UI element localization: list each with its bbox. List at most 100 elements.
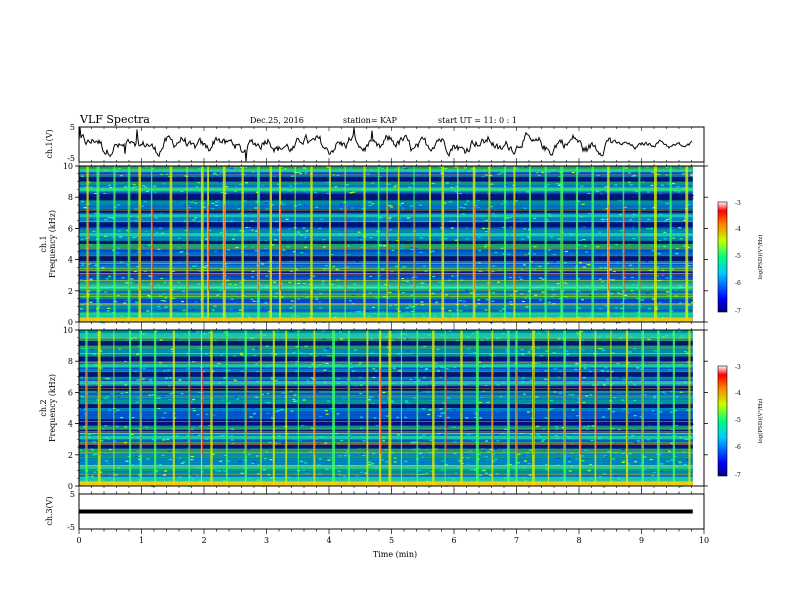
spectrogram-pixel bbox=[539, 277, 543, 279]
spectrogram-pixel bbox=[658, 302, 662, 304]
spectrogram-pixel bbox=[647, 426, 651, 428]
spectrogram-pixel bbox=[651, 475, 655, 477]
spectrogram-pixel bbox=[190, 401, 194, 403]
spectrogram-pixel bbox=[531, 185, 535, 187]
spectrogram-pixel bbox=[430, 400, 434, 402]
spectrogram-pixel bbox=[130, 278, 134, 280]
spectrogram-pixel bbox=[587, 470, 591, 472]
spectrogram-pixel bbox=[157, 397, 161, 399]
ch2-cbar-tick-5: -5 bbox=[735, 417, 741, 424]
spectrogram-pixel bbox=[79, 308, 83, 310]
spectrogram-pixel bbox=[373, 417, 377, 419]
spectrogram-pixel bbox=[92, 441, 96, 443]
spectrogram-pixel bbox=[357, 231, 361, 233]
spectrogram-pixel bbox=[675, 424, 679, 427]
spectrogram-row bbox=[79, 309, 693, 312]
spectrogram-pixel bbox=[587, 193, 591, 195]
spectrogram-dark-band bbox=[79, 356, 693, 362]
spectrogram-pixel bbox=[319, 181, 323, 183]
spectrogram-pixel bbox=[304, 172, 308, 174]
spectrogram-pixel bbox=[642, 468, 646, 470]
spectrogram-pixel bbox=[663, 220, 667, 222]
spectrogram-pixel bbox=[478, 250, 482, 252]
spectrogram-spike-core bbox=[561, 205, 563, 291]
spectrogram-pixel bbox=[178, 457, 182, 459]
spectrogram-pixel bbox=[179, 251, 183, 254]
spectrogram-pixel bbox=[418, 473, 422, 476]
spectrogram-pixel bbox=[143, 245, 147, 247]
spectrogram-pixel bbox=[171, 270, 175, 273]
spectrogram-pixel bbox=[574, 409, 578, 411]
spectrogram-pixel bbox=[622, 379, 626, 381]
spectrogram-pixel bbox=[461, 213, 465, 215]
spectrogram-pixel bbox=[319, 426, 323, 428]
spectrogram-pixel bbox=[478, 361, 482, 363]
spectrogram-row bbox=[79, 457, 693, 461]
spectrogram-pixel bbox=[372, 376, 376, 378]
spectrogram-pixel bbox=[151, 167, 154, 169]
spectrogram-pixel bbox=[564, 250, 568, 253]
spectrogram-pixel bbox=[630, 268, 634, 270]
spectrogram-pixel bbox=[180, 190, 184, 193]
spectrogram-pixel bbox=[237, 208, 241, 210]
spectrogram-pixel bbox=[136, 266, 140, 268]
spectrogram-spike bbox=[186, 166, 188, 322]
spectrogram-pixel bbox=[246, 229, 250, 231]
spectrogram-pixel bbox=[586, 227, 590, 229]
spectrogram-pixel bbox=[386, 297, 390, 300]
spectrogram-pixel bbox=[533, 217, 537, 219]
spectrogram-pixel bbox=[156, 397, 159, 399]
spectrogram-pixel bbox=[313, 290, 317, 292]
spectrogram-pixel bbox=[371, 203, 375, 205]
spectrogram-pixel bbox=[523, 460, 527, 462]
spectrogram-pixel bbox=[165, 173, 169, 175]
spectrogram-pixel bbox=[545, 464, 549, 466]
spectrogram-pixel bbox=[298, 340, 301, 342]
spectrogram-pixel bbox=[372, 306, 375, 308]
spectrogram-pixel bbox=[507, 253, 511, 255]
spectrogram-pixel bbox=[191, 426, 195, 428]
spectrogram-pixel bbox=[647, 399, 651, 401]
spectrogram-pixel bbox=[545, 350, 549, 352]
spectrogram-pixel bbox=[177, 262, 181, 264]
spectrogram-pixel bbox=[117, 397, 120, 399]
spectrogram-pixel bbox=[629, 184, 633, 187]
spectrogram-pixel bbox=[157, 407, 161, 409]
spectrogram-pixel bbox=[458, 300, 462, 302]
spectrogram-pixel bbox=[686, 414, 690, 416]
spectrogram-pixel bbox=[251, 462, 255, 465]
spectrogram-pixel bbox=[366, 173, 370, 175]
spectrogram-row bbox=[79, 330, 693, 333]
spectrogram-pixel bbox=[334, 412, 337, 414]
spectrogram-pixel bbox=[370, 338, 374, 340]
spectrogram-pixel bbox=[577, 290, 581, 292]
spectrogram-pixel bbox=[247, 448, 251, 450]
spectrogram-pixel bbox=[427, 281, 431, 283]
spectrogram-spike bbox=[432, 330, 435, 486]
spectrogram-pixel bbox=[571, 409, 575, 411]
spectrogram-row bbox=[79, 301, 693, 305]
spectrogram-pixel bbox=[277, 409, 281, 412]
spectrogram-pixel bbox=[678, 289, 682, 291]
spectrogram-pixel bbox=[132, 307, 136, 309]
spectrogram-pixel bbox=[397, 331, 401, 333]
spectrogram-pixel bbox=[101, 458, 105, 460]
spectrogram-pixel bbox=[197, 168, 201, 170]
spectrogram-pixel bbox=[468, 450, 472, 452]
spectrogram-row bbox=[79, 462, 693, 466]
spectrogram-pixel bbox=[212, 414, 216, 416]
spectrogram-pixel bbox=[463, 167, 467, 169]
spectrogram-pixel bbox=[368, 463, 372, 465]
spectrogram-pixel bbox=[141, 185, 145, 187]
spectrogram-pixel bbox=[459, 206, 463, 208]
spectrogram-pixel bbox=[223, 377, 227, 379]
spectrogram-pixel bbox=[305, 296, 309, 298]
spectrogram-pixel bbox=[670, 407, 674, 409]
spectrogram-pixel bbox=[146, 310, 150, 312]
spectrogram-pixel bbox=[239, 212, 243, 214]
spectrogram-pixel bbox=[487, 451, 491, 453]
spectrogram-pixel bbox=[251, 349, 255, 351]
spectrogram-pixel bbox=[653, 395, 657, 397]
spectrogram-pixel bbox=[223, 331, 227, 333]
spectrogram-pixel bbox=[264, 302, 268, 304]
